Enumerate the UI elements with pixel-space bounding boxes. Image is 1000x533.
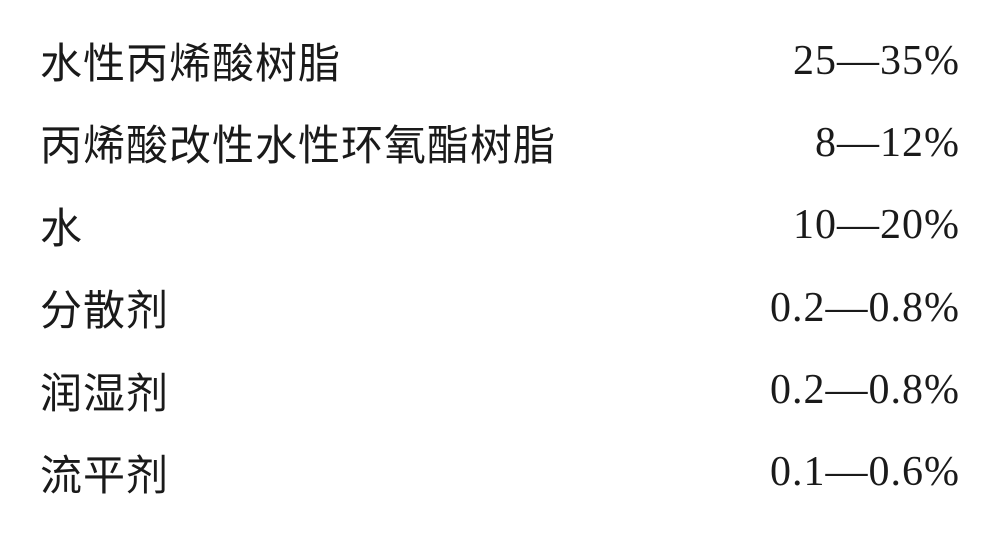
table-row: 水性丙烯酸树脂 25—35% [40, 30, 960, 91]
table-row: 流平剂 0.1—0.6% [40, 442, 960, 503]
ingredient-label: 水 [40, 195, 83, 256]
ingredient-label: 流平剂 [40, 442, 169, 503]
ingredient-label: 润湿剂 [40, 360, 169, 421]
table-row: 润湿剂 0.2—0.8% [40, 360, 960, 421]
ingredient-value: 0.1—0.6% [770, 448, 960, 496]
table-row: 水 10—20% [40, 195, 960, 256]
ingredient-value: 8—12% [815, 119, 960, 167]
table-row: 分散剂 0.2—0.8% [40, 277, 960, 338]
ingredient-label: 水性丙烯酸树脂 [40, 30, 341, 91]
ingredient-label: 丙烯酸改性水性环氧酯树脂 [40, 112, 556, 173]
ingredient-value: 0.2—0.8% [770, 284, 960, 332]
ingredient-label: 分散剂 [40, 277, 169, 338]
ingredient-value: 25—35% [793, 37, 960, 85]
ingredient-value: 0.2—0.8% [770, 366, 960, 414]
ingredient-value: 10—20% [793, 201, 960, 249]
composition-table: 水性丙烯酸树脂 25—35% 丙烯酸改性水性环氧酯树脂 8—12% 水 10—2… [40, 30, 960, 503]
table-row: 丙烯酸改性水性环氧酯树脂 8—12% [40, 112, 960, 173]
